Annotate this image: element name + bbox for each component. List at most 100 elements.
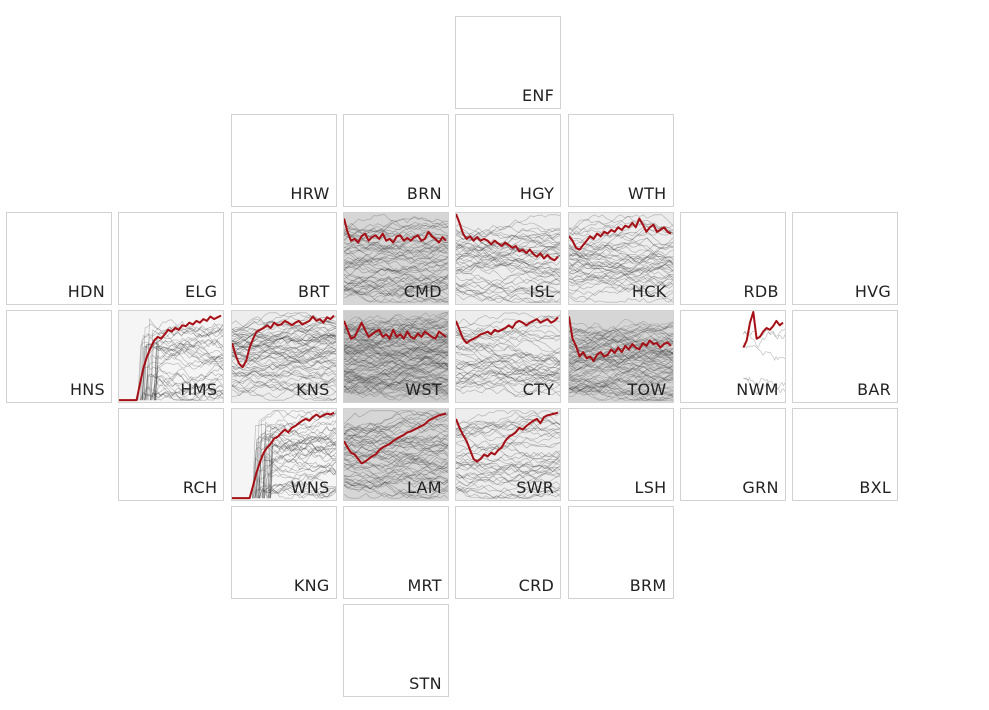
context-series-line xyxy=(231,335,336,360)
cell-label: HNS xyxy=(69,380,105,399)
context-series-line xyxy=(343,467,448,483)
context-series-line xyxy=(568,354,673,370)
context-series-line xyxy=(343,374,448,391)
context-series-line xyxy=(155,325,224,401)
context-series-line xyxy=(231,318,336,333)
cell-plot-cmd xyxy=(343,213,448,304)
cell-label: HMS xyxy=(180,380,218,399)
context-series-line xyxy=(343,355,448,370)
context-series-line xyxy=(253,488,336,499)
context-series-line xyxy=(343,323,448,351)
context-series-line xyxy=(456,465,561,484)
context-series-line xyxy=(568,353,673,385)
context-series-line xyxy=(568,327,673,347)
context-series-line xyxy=(743,376,785,389)
context-series-line xyxy=(343,342,448,354)
context-series-line xyxy=(343,450,448,466)
context-series-line xyxy=(231,332,336,343)
context-series-line xyxy=(257,481,336,499)
context-series-line xyxy=(343,435,448,449)
context-series-line xyxy=(456,441,561,453)
context-series-line xyxy=(343,221,448,236)
context-series-line xyxy=(456,476,561,487)
context-series-line xyxy=(456,376,561,389)
context-series-line xyxy=(343,336,448,348)
context-series-line xyxy=(263,452,336,499)
context-series-line xyxy=(343,222,448,238)
context-series-line xyxy=(343,359,448,382)
cell-lam: LAM xyxy=(342,408,449,501)
context-series-line xyxy=(568,359,673,379)
context-series-line xyxy=(343,368,448,395)
context-series-line xyxy=(568,214,673,235)
context-series-line xyxy=(568,254,673,274)
context-series-line xyxy=(343,342,448,356)
context-series-line xyxy=(343,266,448,288)
context-series-line xyxy=(343,268,448,288)
context-series-line xyxy=(568,355,673,369)
context-series-line xyxy=(343,333,448,349)
context-series-line xyxy=(568,380,673,401)
context-series-line xyxy=(343,340,448,360)
context-series-line xyxy=(456,327,561,342)
context-series-line xyxy=(456,352,561,380)
context-series-line xyxy=(456,332,561,354)
context-series-line xyxy=(343,365,448,390)
cell-brt: BRT xyxy=(230,212,337,305)
context-series-line xyxy=(231,379,336,401)
context-series-line xyxy=(568,386,673,397)
context-series-line xyxy=(568,328,673,345)
highlight-series-line xyxy=(742,311,784,349)
context-series-line xyxy=(148,364,224,401)
highlight-series-line xyxy=(343,412,447,465)
context-series-line xyxy=(568,292,673,303)
context-series-line xyxy=(343,332,448,347)
context-series-line xyxy=(343,456,448,470)
context-series-line xyxy=(343,413,448,433)
context-series-line xyxy=(343,434,448,450)
cell-label: WNS xyxy=(290,478,330,497)
context-series-line xyxy=(742,342,785,361)
context-series-line xyxy=(343,240,448,253)
context-series-line xyxy=(343,375,448,397)
context-series-line xyxy=(456,255,561,275)
context-series-line xyxy=(155,365,224,401)
context-series-line xyxy=(343,237,448,253)
context-series-line xyxy=(343,217,448,232)
context-series-line xyxy=(343,260,448,277)
context-series-line xyxy=(456,371,561,395)
context-series-line xyxy=(568,273,673,303)
context-series-line xyxy=(568,270,673,295)
context-series-line xyxy=(343,361,448,378)
context-series-line xyxy=(343,410,448,434)
context-series-line xyxy=(456,252,561,277)
context-series-line xyxy=(568,334,673,354)
context-series-line xyxy=(343,430,448,455)
context-series-line xyxy=(456,439,561,463)
context-series-line xyxy=(343,236,448,261)
cell-brn: BRN xyxy=(342,114,449,207)
context-series-line xyxy=(568,271,673,286)
context-series-line xyxy=(343,245,448,260)
context-series-line xyxy=(456,431,561,460)
context-series-line xyxy=(456,290,561,303)
context-series-line xyxy=(456,244,561,274)
context-series-line xyxy=(568,267,673,286)
cell-enf: ENF xyxy=(455,16,562,109)
context-series-line xyxy=(568,385,673,401)
plot-background xyxy=(343,311,448,402)
context-series-line xyxy=(568,371,673,390)
context-series-line xyxy=(343,236,448,254)
context-series-line xyxy=(231,369,336,383)
context-series-line xyxy=(456,288,561,301)
highlight-series-line xyxy=(231,314,335,369)
cell-label: MRT xyxy=(407,576,442,595)
context-series-line xyxy=(568,349,673,360)
context-series-line xyxy=(568,366,673,383)
context-series-line xyxy=(231,323,336,345)
context-series-line xyxy=(231,340,336,356)
context-series-line xyxy=(568,351,673,366)
context-series-line xyxy=(343,480,448,499)
cell-label: BAR xyxy=(857,380,892,399)
context-series-line xyxy=(343,250,448,271)
